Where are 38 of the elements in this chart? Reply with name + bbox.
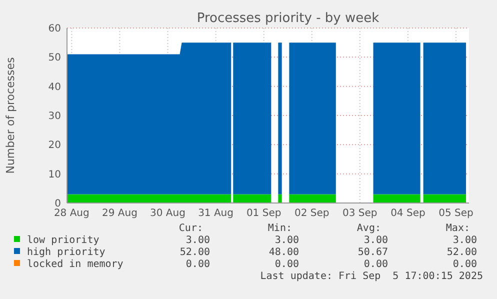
y-axis-title: Number of processes <box>4 56 17 174</box>
y-tick-label: 30 <box>48 111 61 122</box>
text: 0.00 <box>364 259 388 270</box>
y-tick-label: 20 <box>48 140 61 152</box>
x-tick-label: 30 Aug <box>150 208 186 219</box>
text: 3.00 <box>452 235 477 246</box>
x-tick-label: 29 Aug <box>102 208 138 219</box>
text: Min: <box>268 223 292 234</box>
text: Avg: <box>356 223 381 234</box>
text: 3.00 <box>364 235 388 246</box>
y-tick-label: 60 <box>48 24 61 34</box>
legend-label: locked in memory <box>27 259 124 270</box>
x-tick-label: 04 Sep <box>390 208 426 219</box>
text: 3.00 <box>186 235 210 246</box>
text: 52.00 <box>180 247 210 258</box>
text: 0.00 <box>186 259 210 270</box>
y-tick-label: 50 <box>48 52 61 64</box>
x-tick-label: 01 Sep <box>246 208 282 219</box>
y-tick-label: 10 <box>48 169 61 180</box>
y-tick-label: 40 <box>48 82 61 93</box>
legend-label: low priority <box>27 235 100 246</box>
text: 3.00 <box>274 235 299 246</box>
x-tick-label: 02 Sep <box>294 208 330 219</box>
x-tick-label: 31 Aug <box>198 208 234 219</box>
text: 50.67 <box>358 247 388 258</box>
text: 0.00 <box>452 259 477 270</box>
text: Max: <box>446 223 470 234</box>
chart-title: Processes priority - by week <box>196 11 380 26</box>
x-tick-label: 03 Sep <box>342 208 378 219</box>
x-tick-label: 28 Aug <box>54 208 90 219</box>
x-tick-label: 05 Sep <box>438 208 474 219</box>
text: Cur: <box>178 223 203 234</box>
y-tick-label: 0 <box>54 198 61 210</box>
text: 48.00 <box>268 247 299 258</box>
legend-label: high priority <box>27 247 106 258</box>
text: 0.00 <box>274 259 299 270</box>
text: 52.00 <box>446 247 477 258</box>
text: Last update: Fri Sep 5 17:00:15 2025 <box>260 271 483 282</box>
